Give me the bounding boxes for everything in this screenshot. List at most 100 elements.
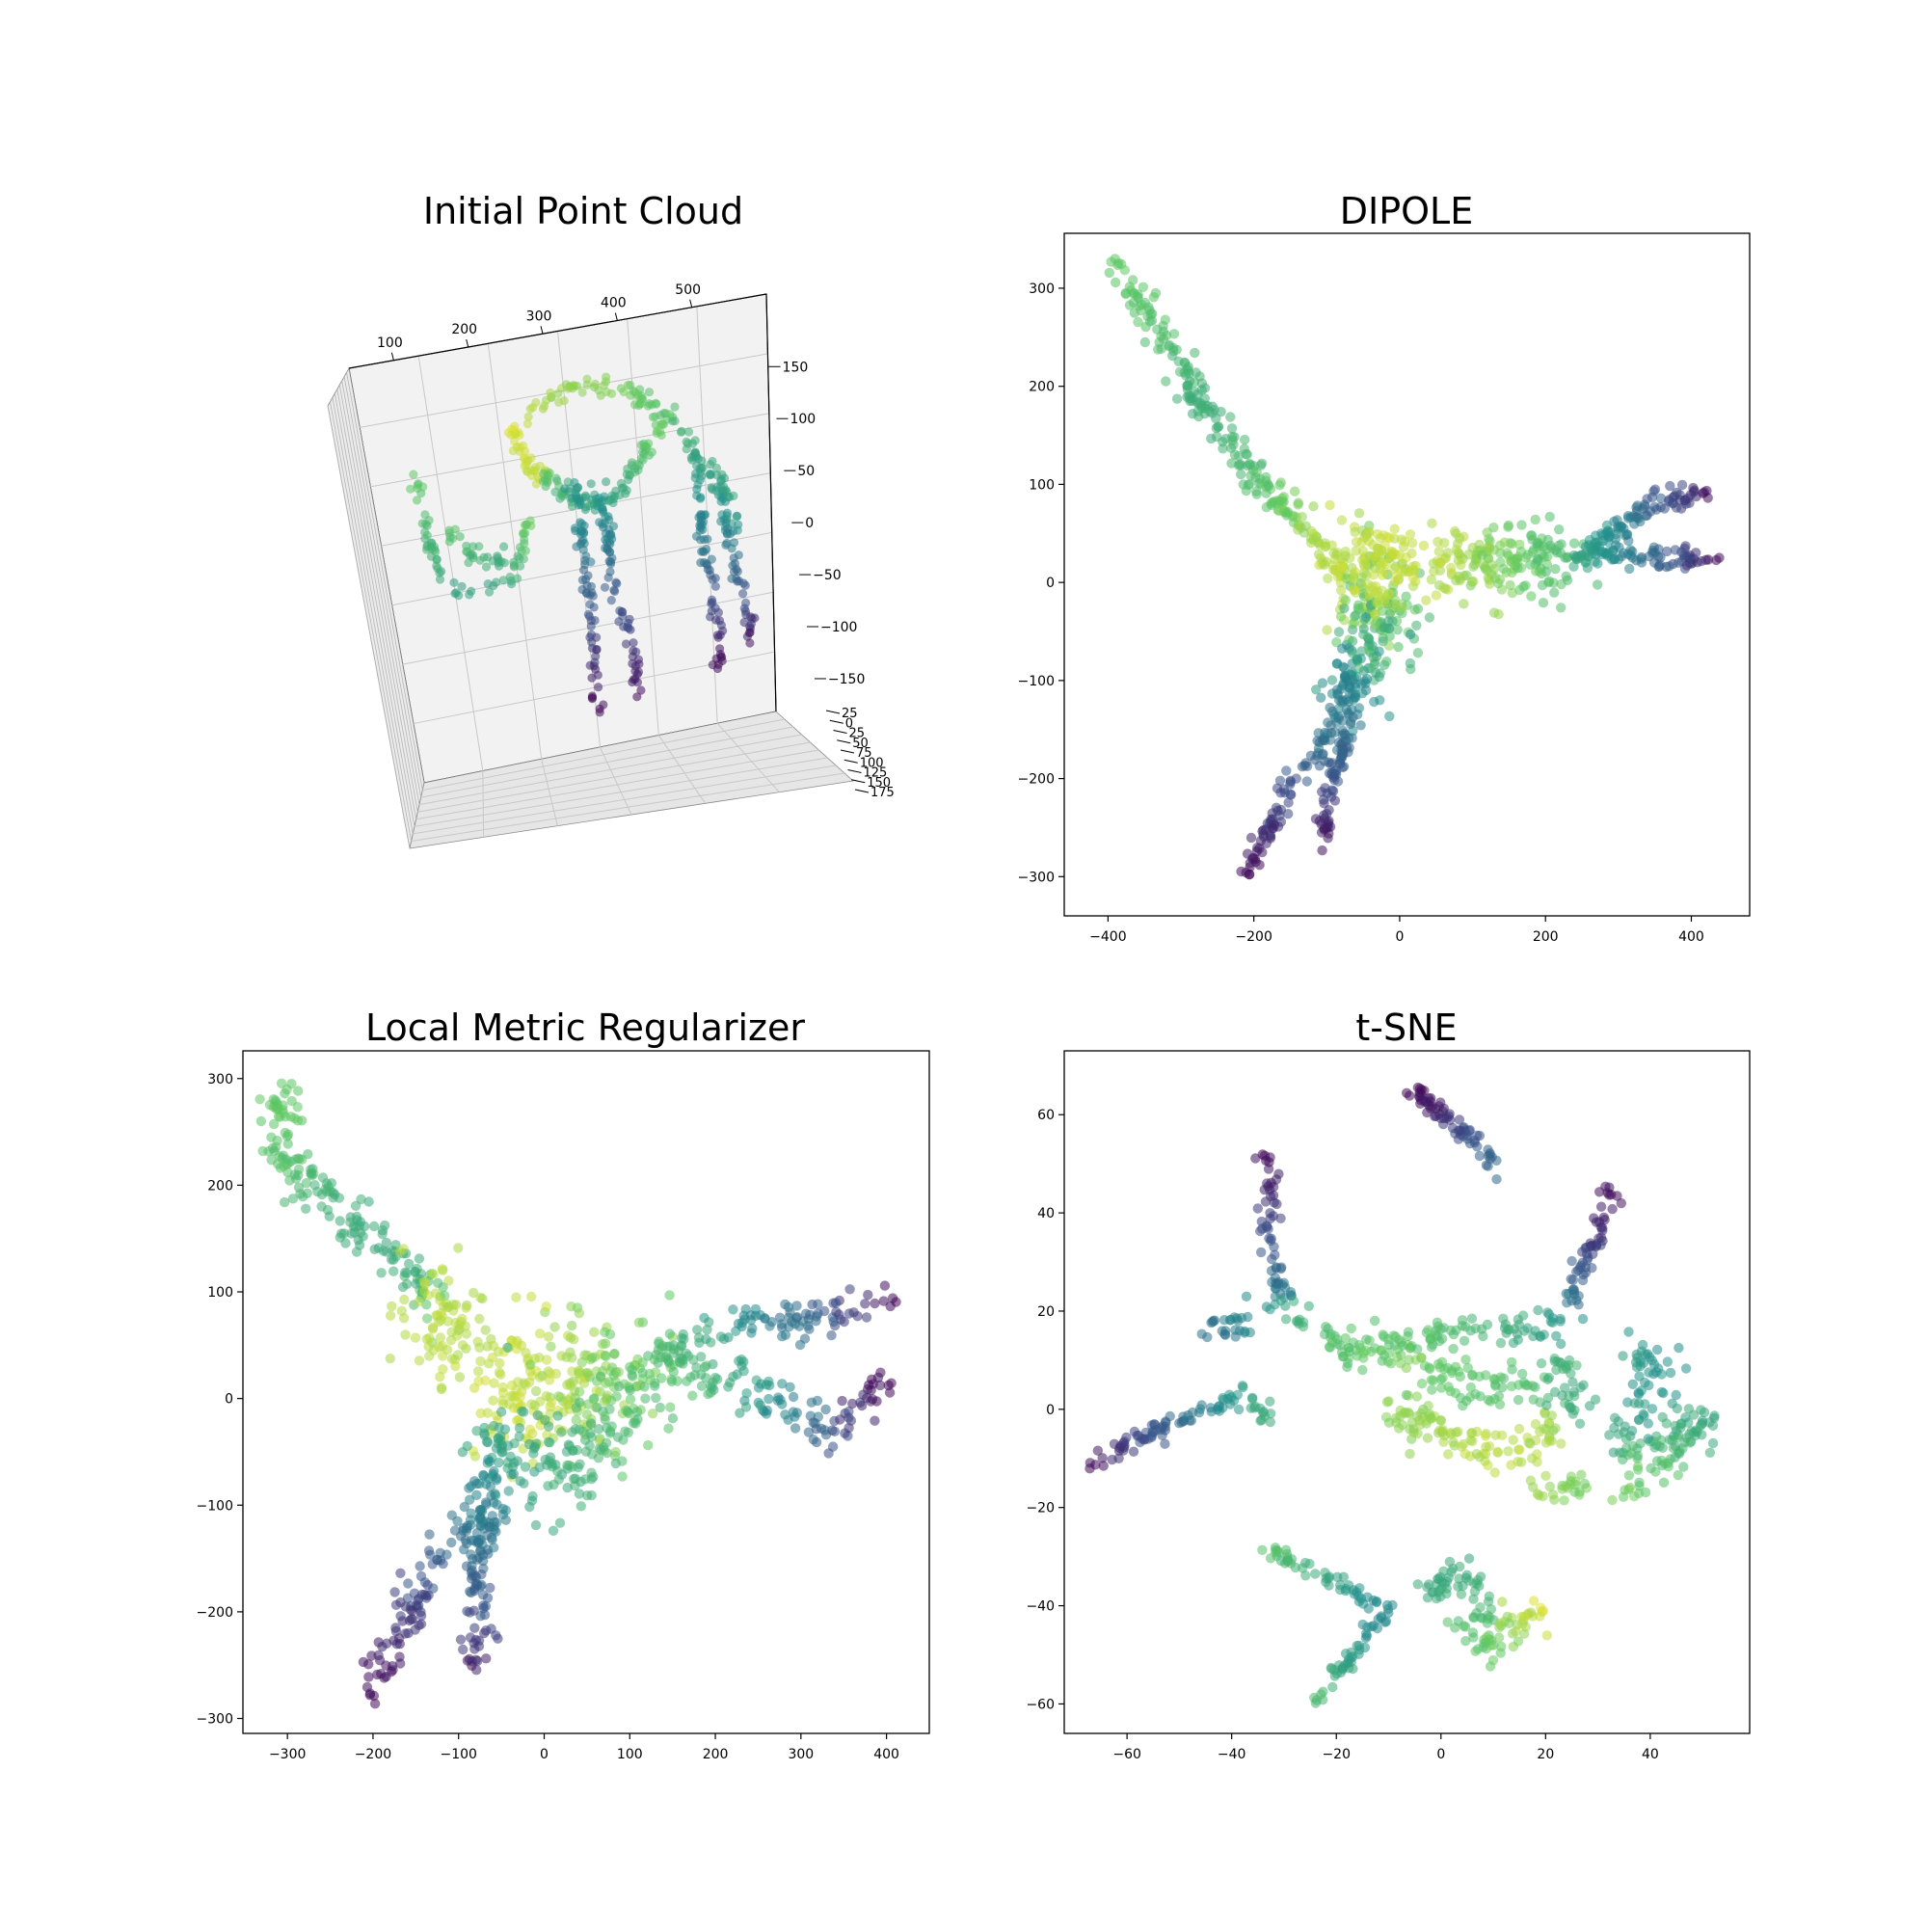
data-point (727, 544, 736, 553)
data-point (511, 1338, 522, 1349)
data-point (1316, 692, 1326, 703)
data-point (469, 1623, 480, 1633)
data-point (394, 1247, 406, 1257)
data-point (1444, 1556, 1456, 1568)
data-point (395, 1658, 406, 1669)
y-tick-label: −40 (1026, 1599, 1055, 1615)
data-point (1353, 1649, 1364, 1660)
data-point (454, 1372, 466, 1382)
x-tick-label: 300 (788, 1747, 814, 1762)
data-point (1438, 582, 1449, 593)
data-point (389, 1587, 400, 1597)
data-point (512, 443, 522, 452)
z-tick (833, 730, 847, 734)
data-point (1133, 292, 1143, 304)
data-point (1404, 1355, 1414, 1365)
data-point (1303, 1301, 1315, 1312)
data-point (1435, 1415, 1447, 1426)
data-point (1549, 587, 1560, 598)
data-point (667, 1413, 679, 1424)
data-point (1535, 1611, 1545, 1622)
data-point (1354, 604, 1365, 615)
data-point (466, 1549, 476, 1560)
data-point (493, 551, 502, 561)
data-point (606, 389, 617, 398)
data-point (1340, 1332, 1352, 1344)
x-tick-label: 500 (675, 282, 701, 298)
data-point (1496, 1641, 1507, 1652)
data-point (573, 381, 582, 390)
data-point (497, 1446, 508, 1457)
data-point (1486, 1152, 1497, 1163)
data-point (468, 1287, 479, 1299)
y-tick-label: −100 (1018, 674, 1055, 689)
data-point (422, 1579, 433, 1591)
data-point (1492, 1447, 1504, 1458)
data-point (1447, 1365, 1458, 1376)
data-point (479, 1428, 490, 1438)
data-point (475, 1355, 486, 1367)
data-point (1696, 1405, 1706, 1415)
data-point (366, 1650, 377, 1661)
data-point (738, 1356, 749, 1367)
grid-line (487, 343, 543, 760)
data-point (399, 1294, 410, 1305)
data-point (421, 1333, 432, 1345)
data-point (1431, 590, 1442, 601)
data-point (483, 1548, 494, 1559)
data-point (432, 561, 442, 571)
data-point (385, 1354, 395, 1364)
data-point (1618, 1447, 1628, 1459)
data-point (867, 1374, 877, 1385)
data-point (1454, 1114, 1465, 1125)
data-point (582, 1490, 593, 1501)
data-point (601, 1437, 612, 1449)
data-point (639, 1382, 650, 1392)
data-point (1544, 1481, 1556, 1492)
data-point (1516, 520, 1527, 530)
data-point (715, 1331, 727, 1342)
y-tick-label: 50 (797, 464, 815, 479)
data-point (755, 1400, 765, 1410)
data-point (460, 1321, 470, 1331)
data-point (1337, 1664, 1348, 1675)
data-point (1612, 1191, 1622, 1201)
data-point (670, 402, 680, 412)
data-point (388, 1266, 399, 1276)
data-point (415, 1561, 425, 1571)
y-tick-label: 40 (1037, 1206, 1055, 1221)
data-point (1627, 1379, 1639, 1390)
data-point (1362, 631, 1374, 643)
data-point (294, 1154, 305, 1165)
data-point (1380, 567, 1391, 578)
data-point (1285, 1558, 1297, 1569)
data-point (1375, 532, 1386, 544)
data-point (1555, 1313, 1566, 1325)
data-point (826, 1329, 837, 1341)
data-point (633, 1317, 645, 1328)
data-point (1318, 748, 1328, 760)
data-point (1673, 557, 1684, 568)
data-point (629, 1415, 640, 1426)
data-point (586, 1474, 597, 1485)
data-point (577, 1426, 589, 1437)
data-point (652, 428, 661, 438)
data-point (1449, 525, 1460, 537)
data-point (601, 1351, 611, 1362)
data-point (631, 647, 641, 657)
data-point (785, 1382, 795, 1393)
data-point (1488, 1374, 1499, 1384)
data-point (1516, 1611, 1527, 1623)
data-point (561, 1352, 572, 1362)
grid-line (346, 372, 423, 791)
data-point (1541, 544, 1553, 554)
data-point (450, 1360, 461, 1372)
data-point (1350, 567, 1360, 577)
data-point (598, 1338, 608, 1350)
data-point (1396, 558, 1407, 570)
data-point (1098, 1461, 1109, 1471)
data-point (1397, 603, 1407, 613)
data-point (579, 1435, 591, 1445)
data-point (1638, 1409, 1648, 1420)
